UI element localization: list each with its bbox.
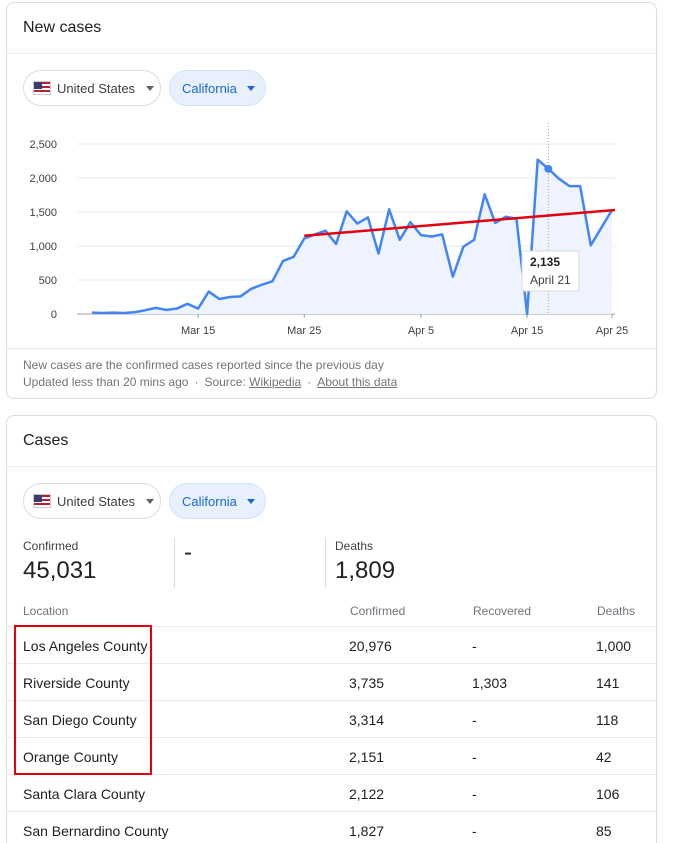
- y-tick-label: 0: [51, 309, 57, 321]
- deaths-cell: 106: [596, 786, 620, 802]
- y-tick-label: 2,500: [29, 139, 57, 151]
- location-cell: Santa Clara County: [23, 786, 146, 802]
- confirmed-value: 45,031: [23, 557, 97, 584]
- recovered-stat: -: [184, 539, 192, 567]
- deaths-cell: 85: [596, 823, 612, 839]
- recovered-cell: -: [472, 712, 477, 728]
- table-row[interactable]: Los Angeles County 20,976 - 1,000: [7, 626, 656, 663]
- cases-card: Cases United States California Confirmed…: [6, 415, 657, 843]
- updated-text: Updated less than 20 mins ago: [23, 375, 189, 389]
- table-row[interactable]: Santa Clara County 2,122 - 106: [7, 774, 656, 811]
- divider: [7, 53, 656, 54]
- us-flag-icon: [33, 494, 51, 508]
- confirmed-cell: 1,827: [349, 823, 385, 839]
- confirmed-cell: 3,735: [349, 675, 385, 691]
- state-label: California: [182, 493, 237, 509]
- us-flag-icon: [33, 81, 51, 95]
- location-cell: San Bernardino County: [23, 823, 169, 839]
- series-area: [92, 159, 612, 314]
- recovered-value: -: [184, 539, 192, 566]
- source-label: Source:: [204, 375, 246, 389]
- confirmed-cell: 2,151: [349, 749, 385, 765]
- deaths-cell: 118: [596, 712, 619, 728]
- location-cell: Riverside County: [23, 675, 130, 691]
- tooltip-date: April 21: [530, 273, 571, 287]
- y-tick-label: 500: [39, 275, 57, 287]
- y-tick-label: 1,000: [29, 241, 57, 253]
- new-cases-chart[interactable]: 2,500 2,000 1,500 1,000 500 0 Mar 15 Mar 25 Apr …: [7, 113, 657, 353]
- new-cases-title: New cases: [23, 19, 102, 36]
- country-select[interactable]: United States: [23, 70, 161, 106]
- table-row[interactable]: Riverside County 3,735 1,303 141: [7, 663, 656, 700]
- table-row[interactable]: Orange County 2,151 - 42: [7, 737, 656, 774]
- chart-footnote: New cases are the confirmed cases report…: [23, 358, 384, 372]
- recovered-cell: 1,303: [472, 675, 508, 691]
- x-tick-label: Apr 25: [596, 325, 628, 337]
- deaths-cell: 42: [596, 749, 612, 765]
- divider: [7, 348, 656, 349]
- recovered-cell: -: [472, 786, 477, 802]
- state-select[interactable]: California: [169, 70, 266, 106]
- column-header-recovered[interactable]: Recovered: [473, 604, 532, 618]
- hover-point: [544, 164, 553, 173]
- divider: [7, 466, 656, 467]
- table-row[interactable]: San Diego County 3,314 - 118: [7, 700, 656, 737]
- state-label: California: [182, 80, 237, 96]
- x-tick-label: Apr 15: [511, 325, 543, 337]
- dropdown-arrow-icon: [246, 498, 255, 504]
- x-tick-label: Mar 25: [287, 325, 321, 337]
- x-tick-label: Mar 15: [181, 325, 215, 337]
- divider: [174, 538, 175, 588]
- divider: [325, 538, 326, 588]
- state-select[interactable]: California: [169, 483, 266, 519]
- location-cell: San Diego County: [23, 712, 137, 728]
- recovered-cell: -: [472, 749, 477, 765]
- y-tick-label: 2,000: [29, 173, 57, 185]
- location-cell: Orange County: [23, 749, 118, 765]
- recovered-cell: -: [472, 638, 477, 654]
- deaths-cell: 1,000: [596, 638, 632, 654]
- y-tick-label: 1,500: [29, 207, 57, 219]
- deaths-label: Deaths: [335, 539, 374, 553]
- series-line: [91, 158, 614, 316]
- deaths-stat: Deaths 1,809: [335, 539, 395, 585]
- deaths-cell: 141: [596, 675, 620, 691]
- trend-line: [304, 208, 616, 238]
- source-link[interactable]: Wikipedia: [249, 375, 302, 389]
- tooltip-box: [521, 250, 580, 292]
- table-row[interactable]: San Bernardino County 1,827 - 85: [7, 811, 656, 843]
- recovered-cell: -: [472, 823, 477, 839]
- country-label: United States: [57, 493, 136, 509]
- column-header-confirmed[interactable]: Confirmed: [350, 604, 406, 618]
- location-cell: Los Angeles County: [23, 638, 148, 654]
- country-label: United States: [57, 80, 136, 96]
- confirmed-cell: 3,314: [349, 712, 385, 728]
- deaths-value: 1,809: [335, 557, 396, 584]
- x-tick-label: Apr 5: [408, 325, 434, 337]
- country-select[interactable]: United States: [23, 483, 161, 519]
- column-header-deaths[interactable]: Deaths: [597, 604, 636, 618]
- new-cases-card: New cases United States California 2,500…: [6, 2, 657, 399]
- column-header-location[interactable]: Location: [23, 604, 69, 618]
- confirmed-cell: 20,976: [349, 638, 392, 654]
- about-data-link[interactable]: About this data: [317, 375, 398, 389]
- tooltip-value: 2,135: [530, 255, 560, 269]
- dropdown-arrow-icon: [146, 498, 155, 504]
- cases-title: Cases: [23, 432, 69, 449]
- confirmed-stat: Confirmed 45,031: [23, 539, 96, 585]
- confirmed-cell: 2,122: [349, 786, 385, 802]
- dropdown-arrow-icon: [146, 85, 155, 91]
- confirmed-label: Confirmed: [23, 539, 79, 553]
- dropdown-arrow-icon: [246, 85, 255, 91]
- chart-meta: Updated less than 20 mins ago · Source: Wi…: [23, 375, 398, 389]
